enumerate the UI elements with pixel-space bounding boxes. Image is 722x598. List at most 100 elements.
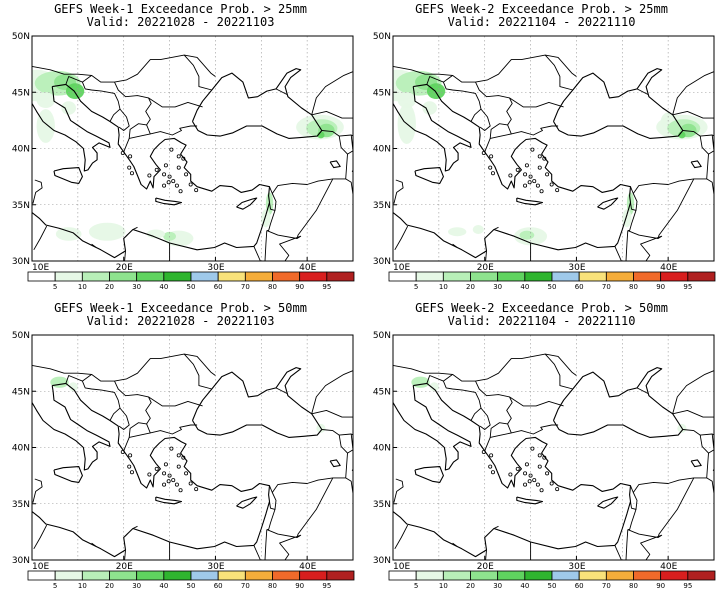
country-border	[266, 529, 302, 560]
colorbar-label: 40	[159, 582, 168, 590]
colorbar-label: 5	[53, 283, 57, 291]
island	[128, 453, 133, 458]
island	[527, 479, 532, 484]
country-border	[544, 353, 573, 390]
island	[542, 455, 547, 460]
colorbar-label: 30	[493, 582, 502, 590]
country-border	[393, 179, 404, 204]
country-border	[708, 134, 714, 155]
island	[515, 167, 520, 172]
map-panel-week1-25mm: GEFS Week-1 Exceedance Prob. > 25mm Vali…	[0, 0, 361, 299]
country-border	[32, 54, 216, 83]
country-border	[636, 387, 649, 394]
island	[530, 147, 535, 152]
country-border	[32, 353, 216, 382]
country-border	[347, 433, 353, 454]
colorbar-swatch	[633, 271, 662, 282]
colorbar-swatch	[442, 570, 471, 581]
country-border	[442, 81, 482, 122]
latitude-label: 40N	[373, 145, 391, 155]
probability-area	[519, 230, 535, 240]
country-border	[393, 478, 404, 503]
colorbar-label: 30	[132, 582, 141, 590]
coastline	[690, 459, 702, 468]
island	[537, 154, 542, 159]
island	[481, 449, 486, 454]
colorbar-swatch	[415, 570, 444, 581]
latitude-label: 50N	[373, 331, 391, 341]
probability-area	[55, 227, 82, 241]
country-border	[65, 75, 92, 85]
colorbar-swatch	[54, 570, 83, 581]
coastline	[552, 68, 684, 139]
coastline	[32, 385, 111, 471]
country-border	[706, 178, 714, 196]
country-border	[124, 549, 126, 560]
colorbar-label: 70	[241, 283, 250, 291]
panel-valid-dates: Valid: 20221028 - 20221103	[86, 314, 275, 328]
longitude-label: 10E	[393, 263, 410, 273]
island	[532, 179, 537, 184]
colorbar-label: 95	[322, 283, 331, 291]
map-figure: 10E 20E 30E 40E 50N 45N 40N 35N 30N 5 10 20 30 40 50 60…	[12, 32, 355, 291]
country-border	[91, 542, 97, 547]
coastline	[53, 466, 83, 483]
country-border	[475, 81, 513, 153]
country-border	[625, 529, 629, 560]
coastline	[238, 559, 239, 560]
colorbar-swatch	[633, 570, 662, 581]
island	[167, 174, 172, 179]
country-border	[114, 380, 152, 452]
longitude-label: 10E	[32, 562, 49, 572]
island	[162, 471, 167, 476]
probability-area	[426, 83, 446, 99]
longitude-label: 30E	[568, 562, 585, 572]
colorbar-label: 60	[214, 582, 223, 590]
coastline	[599, 260, 600, 261]
country-border	[452, 542, 458, 547]
island	[188, 182, 193, 187]
country-border	[129, 133, 151, 139]
colorbar-label: 10	[439, 582, 448, 590]
island	[171, 478, 176, 483]
country-border	[479, 108, 491, 131]
country-border	[708, 433, 714, 454]
country-border	[630, 435, 709, 493]
country-border	[118, 407, 130, 430]
colorbar-swatch	[190, 570, 219, 581]
longitude-label: 30E	[568, 263, 585, 273]
colorbar-swatch	[272, 271, 301, 282]
colorbar-label: 70	[241, 582, 250, 590]
country-border	[264, 230, 268, 261]
colorbar-swatch	[272, 570, 301, 581]
island	[523, 183, 528, 188]
colorbar-label: 60	[214, 283, 223, 291]
island	[194, 487, 199, 492]
longitude-label: 30E	[207, 562, 224, 572]
country-border	[266, 230, 302, 261]
colorbar-swatch	[470, 570, 499, 581]
probability-area	[88, 222, 126, 241]
coastline	[191, 367, 323, 438]
country-border	[625, 230, 629, 261]
colorbar-label: 90	[656, 283, 665, 291]
coastline	[53, 167, 83, 184]
longitude-label: 30E	[207, 263, 224, 273]
country-border	[253, 545, 261, 560]
country-border	[672, 71, 714, 115]
coastline	[621, 559, 622, 560]
country-border	[33, 225, 48, 251]
island	[166, 479, 171, 484]
colorbar-swatch	[660, 570, 689, 581]
colorbar-swatch	[81, 271, 110, 282]
probability-area	[472, 225, 484, 234]
country-border	[509, 97, 564, 108]
probability-area	[422, 101, 438, 115]
probability-area	[36, 92, 55, 108]
colorbar-swatch	[81, 570, 110, 581]
longitude-label: 20E	[477, 562, 494, 572]
coastline	[260, 559, 261, 560]
country-border	[269, 435, 348, 493]
country-border	[544, 54, 573, 91]
island	[188, 481, 193, 486]
